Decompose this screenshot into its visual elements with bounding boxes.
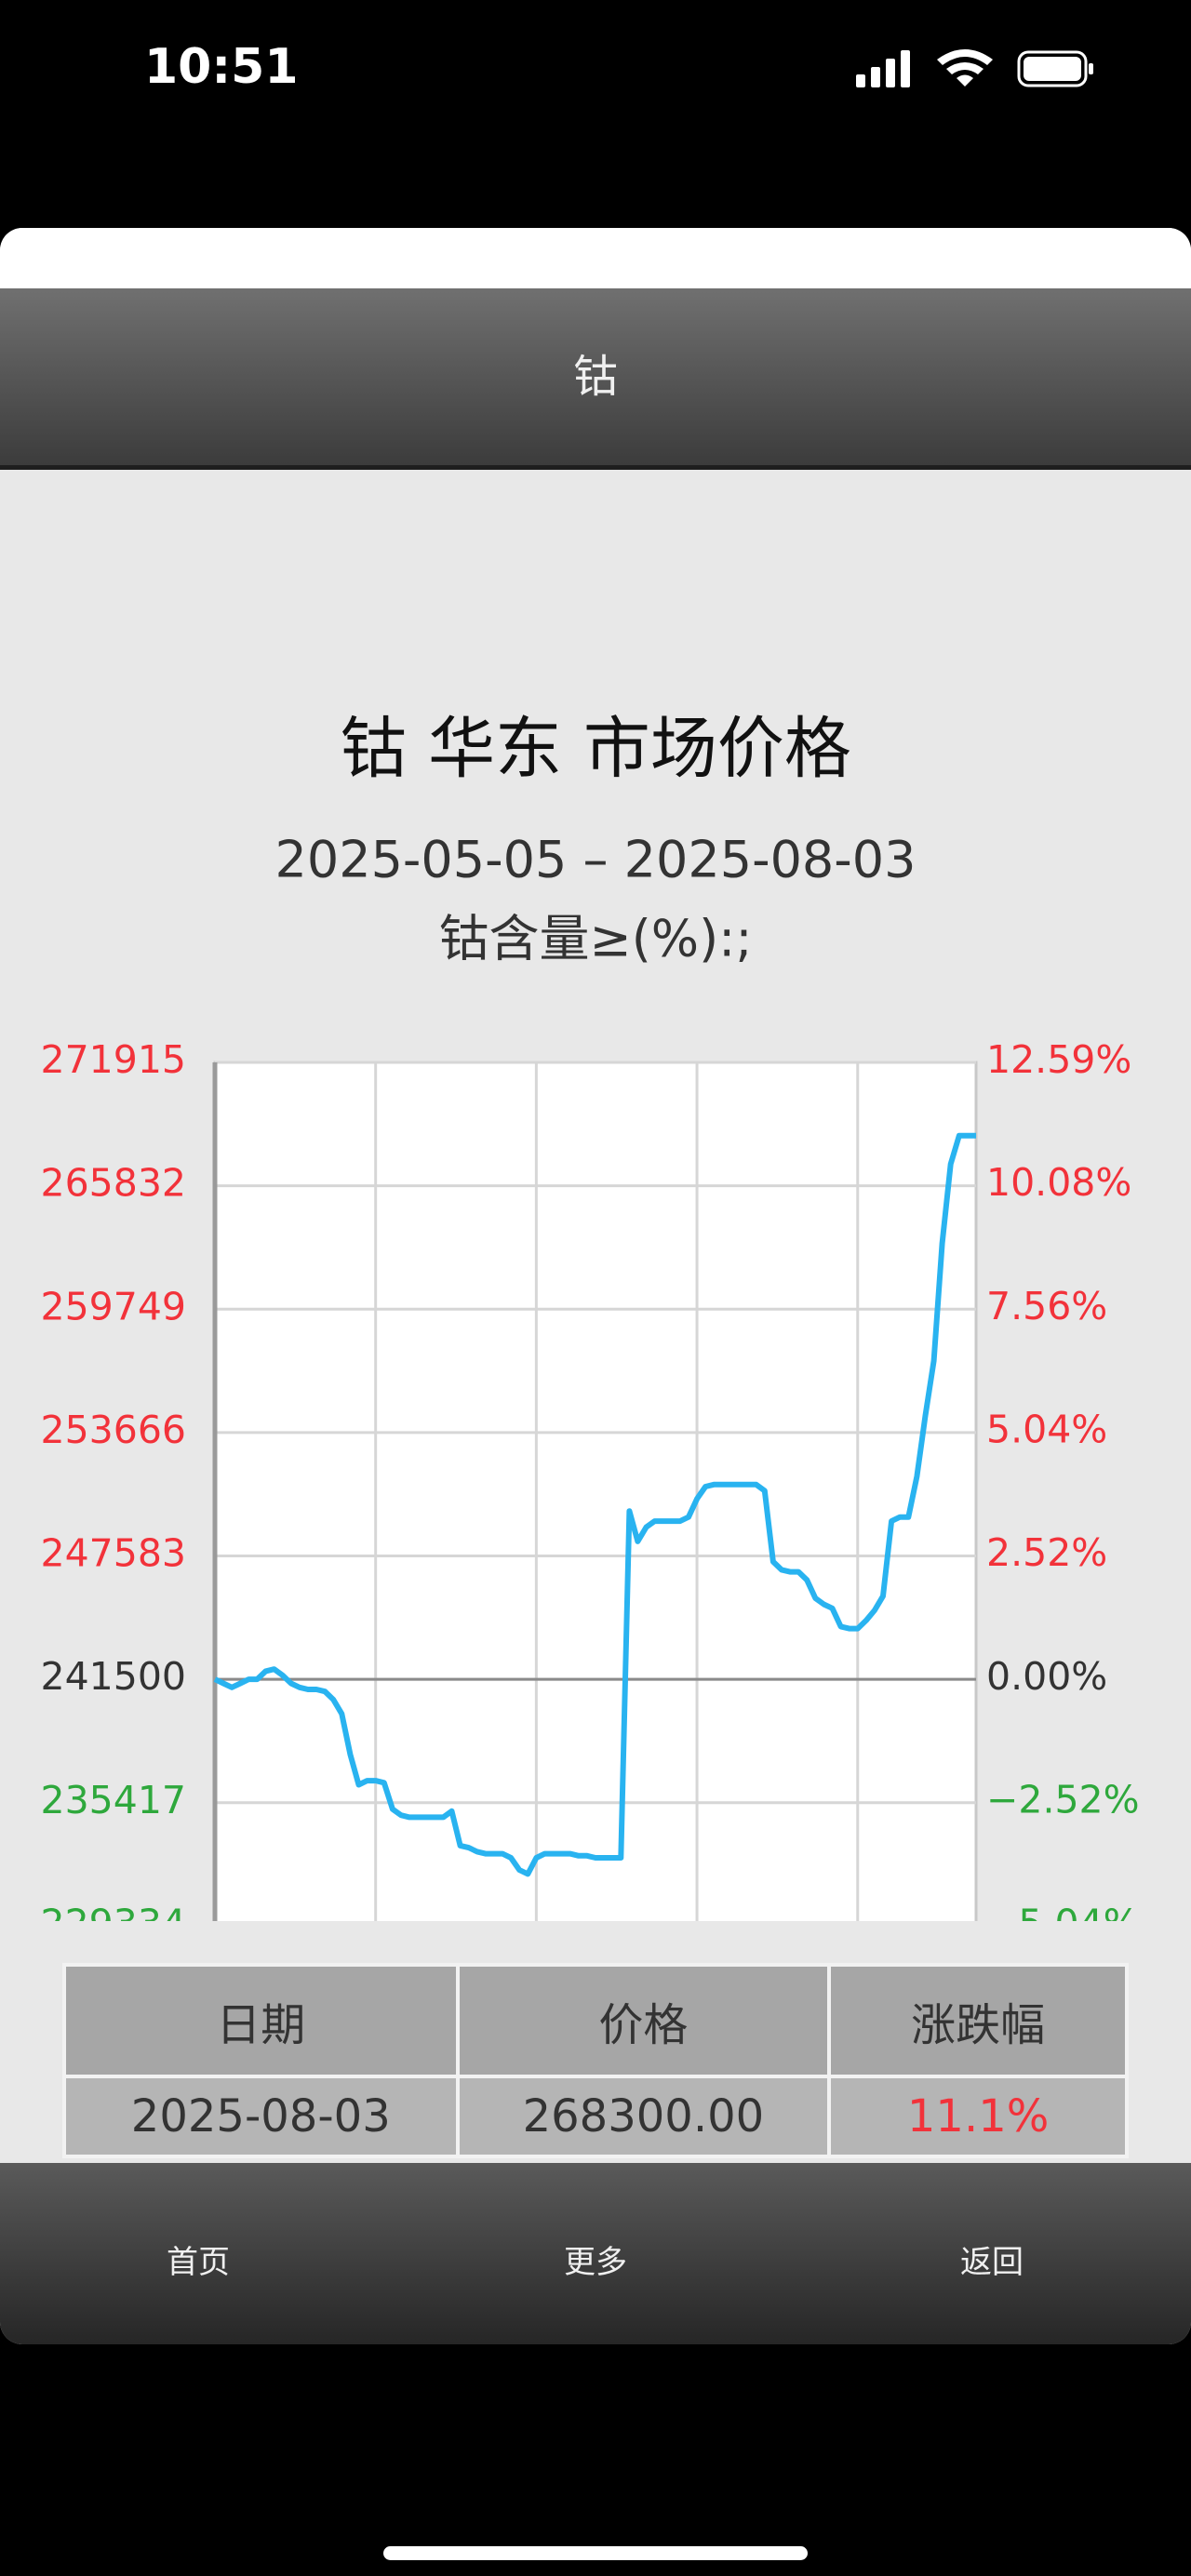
tab-back[interactable]: 返回 — [960, 2244, 1024, 2281]
header-cell: 日期 — [62, 1963, 460, 2078]
y2-tick-label: −2.52% — [986, 1778, 1140, 1822]
y-tick-label: 229334 — [40, 1901, 186, 1921]
y2-tick-label: 2.52% — [986, 1530, 1107, 1575]
header-cell: 涨跌幅 — [827, 1963, 1129, 2078]
status-icons — [856, 49, 1093, 87]
y-tick-label: 247583 — [40, 1531, 186, 1576]
y-tick-label: 253666 — [40, 1408, 186, 1452]
table-header: 日期 价格 涨跌幅 — [62, 1963, 1129, 2078]
nav-title: 钴 — [572, 351, 618, 403]
cell: 11.1% — [827, 2075, 1129, 2158]
y-tick-label: 259749 — [40, 1284, 186, 1328]
home-indicator — [383, 2546, 808, 2560]
y-tick-label: 265832 — [40, 1161, 186, 1206]
cell: 2025-08-03 — [62, 2075, 460, 2158]
cell: 268300.00 — [455, 2075, 832, 2158]
header-cell: 价格 — [455, 1963, 832, 2078]
status-bar: 10:51 — [0, 0, 1191, 140]
chart-title: 钴 华东 市场价格 — [340, 710, 851, 788]
y-tick-label: 241500 — [40, 1654, 186, 1699]
app-sheet: 钴 钴 华东 市场价格 2025-05-05 – 2025-08-03 钴含量≥… — [0, 228, 1191, 2344]
y-tick-label: 271915 — [40, 1037, 186, 1082]
table-row: 2025-08-03 268300.00 11.1% — [62, 2075, 1129, 2158]
y2-tick-label: 5.04% — [986, 1408, 1107, 1452]
chart-note: 钴含量≥(%):; — [438, 910, 752, 968]
chart-subtitle: 2025-05-05 – 2025-08-03 — [275, 831, 917, 889]
nav-bar: 钴 — [0, 288, 1191, 470]
tab-more[interactable]: 更多 — [564, 2244, 627, 2281]
status-time: 10:51 — [144, 39, 299, 95]
y2-tick-label: −5.04% — [986, 1901, 1140, 1921]
plot-area — [213, 1061, 978, 1921]
price-table: 日期 价格 涨跌幅 2025-08-03 268300.00 11.1% — [62, 1963, 1129, 2158]
y-tick-label: 235417 — [40, 1778, 186, 1822]
tab-bar: 首页 更多 返回 — [0, 2163, 1191, 2344]
y2-tick-label: 10.08% — [986, 1160, 1131, 1205]
y2-tick-label: 12.59% — [986, 1037, 1131, 1082]
price-line — [213, 1132, 976, 1877]
tab-home[interactable]: 首页 — [167, 2244, 230, 2281]
y2-tick-label: 0.00% — [986, 1654, 1107, 1699]
chart: 钴 华东 市场价格 2025-05-05 – 2025-08-03 钴含量≥(%… — [40, 710, 1140, 1921]
sheet-header — [0, 228, 1191, 288]
y2-tick-label: 7.56% — [986, 1284, 1107, 1328]
